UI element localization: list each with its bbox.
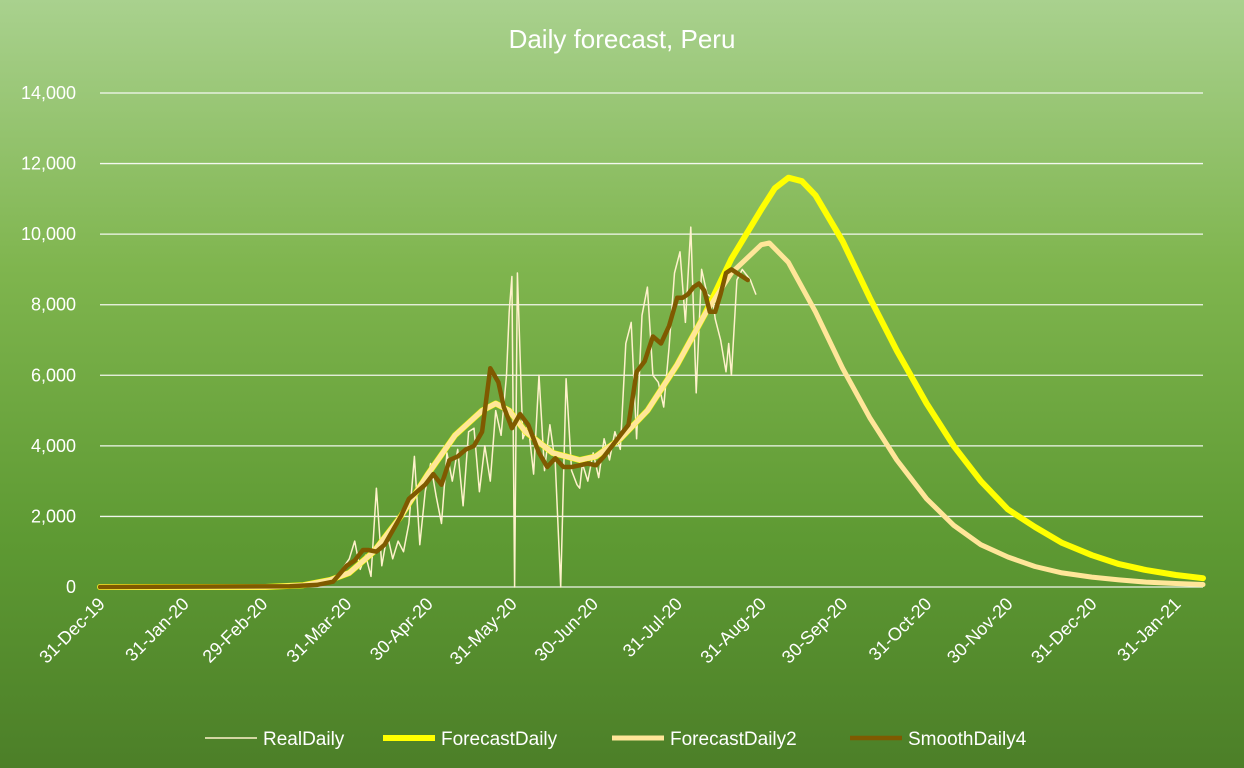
y-tick-label: 14,000: [21, 83, 76, 103]
legend-label-SmoothDaily4: SmoothDaily4: [908, 729, 1027, 750]
x-tick-label: 31-Jan-20: [121, 594, 192, 665]
x-tick-label: 31-Dec-20: [1027, 594, 1101, 668]
series-line-SmoothDaily4: [97, 267, 750, 590]
y-tick-label: 2,000: [31, 506, 76, 526]
series-line-ForecastDaily2: [97, 240, 1206, 590]
legend-label-ForecastDaily2: ForecastDaily2: [670, 729, 797, 750]
x-axis-tick-labels: 31-Dec-19 31-Jan-20 29-Feb-20 31-Mar-20 30-A…: [35, 594, 1184, 669]
y-axis-tick-labels: 0 2,000 4,000 6,000 8,000 10,000 12,000 14,000: [21, 83, 76, 597]
y-tick-label: 4,000: [31, 436, 76, 456]
y-tick-label: 10,000: [21, 224, 76, 244]
x-tick-label: 31-Aug-20: [697, 594, 771, 668]
y-tick-label: 6,000: [31, 365, 76, 385]
x-tick-label: 31-Oct-20: [865, 594, 936, 665]
x-tick-label: 31-Jan-21: [1113, 594, 1184, 665]
x-tick-label: 31-May-20: [446, 594, 521, 669]
legend-label-ForecastDaily: ForecastDaily: [441, 729, 558, 750]
series-line-ForecastDaily: [97, 174, 1206, 590]
y-tick-label: 8,000: [31, 295, 76, 315]
y-tick-label: 0: [66, 577, 76, 597]
x-tick-label: 30-Sep-20: [778, 594, 852, 668]
x-tick-label: 31-Jul-20: [619, 594, 686, 661]
x-tick-label: 31-Mar-20: [283, 594, 356, 667]
legend-label-RealDaily: RealDaily: [263, 729, 345, 750]
x-tick-label: 31-Dec-19: [35, 594, 109, 668]
x-tick-label: 29-Feb-20: [199, 594, 272, 667]
gridlines: [100, 92, 1203, 588]
series-layer: [97, 174, 1206, 590]
legend: RealDaily ForecastDaily ForecastDaily2 Smoo…: [205, 729, 1027, 750]
x-tick-label: 30-Apr-20: [366, 594, 437, 665]
series-line-RealDaily: [278, 226, 757, 588]
y-tick-label: 12,000: [21, 154, 76, 174]
chart-title: Daily forecast, Peru: [509, 24, 736, 54]
x-tick-label: 30-Jun-20: [531, 594, 602, 665]
x-tick-label: 30-Nov-20: [943, 594, 1017, 668]
